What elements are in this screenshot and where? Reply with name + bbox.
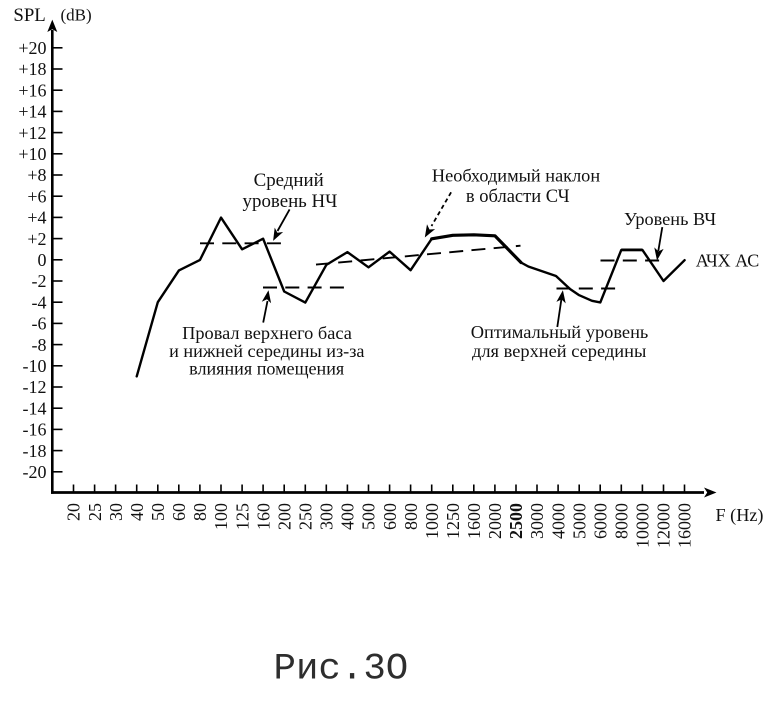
- svg-text:+16: +16: [18, 80, 46, 100]
- svg-text:уровень НЧ: уровень НЧ: [243, 191, 338, 212]
- svg-text:1600: 1600: [464, 503, 484, 539]
- svg-text:0: 0: [38, 250, 47, 270]
- svg-text:-12: -12: [23, 377, 47, 397]
- svg-text:(dB): (dB): [61, 5, 92, 24]
- svg-text:+18: +18: [18, 59, 46, 79]
- svg-text:+10: +10: [18, 144, 46, 164]
- svg-text:300: 300: [317, 503, 337, 530]
- svg-text:60: 60: [169, 503, 189, 521]
- svg-text:20: 20: [64, 503, 84, 521]
- svg-text:500: 500: [359, 503, 379, 530]
- svg-text:40: 40: [127, 503, 147, 521]
- svg-text:+2: +2: [27, 229, 46, 249]
- svg-text:+6: +6: [27, 186, 46, 206]
- svg-text:8000: 8000: [612, 503, 632, 539]
- svg-text:600: 600: [380, 503, 400, 530]
- svg-text:125: 125: [232, 503, 252, 530]
- svg-text:АЧХ АС: АЧХ АС: [696, 251, 760, 271]
- svg-text:2000: 2000: [485, 503, 505, 539]
- svg-text:Средний: Средний: [254, 170, 324, 191]
- svg-text:F (Hz): F (Hz): [716, 505, 764, 526]
- svg-text:Рис.3O: Рис.3O: [274, 649, 409, 691]
- svg-text:-2: -2: [32, 271, 47, 291]
- svg-text:для верхней середины: для верхней середины: [472, 341, 646, 361]
- svg-text:4000: 4000: [548, 503, 568, 539]
- svg-text:12000: 12000: [654, 503, 674, 548]
- svg-text:влияния помещения: влияния помещения: [189, 359, 344, 379]
- svg-text:-6: -6: [32, 314, 47, 334]
- svg-text:50: 50: [148, 503, 168, 521]
- svg-text:-14: -14: [23, 398, 47, 418]
- svg-text:16000: 16000: [675, 503, 695, 548]
- svg-text:Провал верхнего баса: Провал верхнего баса: [182, 323, 352, 343]
- svg-text:Оптимальный уровень: Оптимальный уровень: [471, 322, 649, 342]
- svg-text:80: 80: [190, 503, 210, 521]
- svg-text:160: 160: [253, 503, 273, 530]
- svg-text:200: 200: [274, 503, 294, 530]
- svg-text:-16: -16: [23, 420, 47, 440]
- svg-text:-10: -10: [23, 356, 47, 376]
- svg-text:в области СЧ: в области СЧ: [466, 187, 570, 207]
- svg-text:+4: +4: [27, 208, 46, 228]
- svg-text:-20: -20: [23, 462, 47, 482]
- svg-text:800: 800: [401, 503, 421, 530]
- svg-text:-4: -4: [32, 292, 47, 312]
- svg-text:1000: 1000: [422, 503, 442, 539]
- svg-text:1250: 1250: [443, 503, 463, 539]
- svg-text:+14: +14: [18, 102, 46, 122]
- svg-text:+8: +8: [27, 165, 46, 185]
- svg-text:Необходимый наклон: Необходимый наклон: [432, 166, 600, 186]
- svg-text:5000: 5000: [569, 503, 589, 539]
- svg-text:100: 100: [211, 503, 231, 530]
- svg-text:30: 30: [106, 503, 126, 521]
- svg-text:10000: 10000: [633, 503, 653, 548]
- svg-text:SPL: SPL: [13, 5, 45, 26]
- svg-text:2500: 2500: [506, 503, 526, 539]
- svg-text:25: 25: [85, 503, 105, 521]
- svg-text:-8: -8: [32, 335, 47, 355]
- svg-text:Уровень ВЧ: Уровень ВЧ: [624, 209, 716, 229]
- svg-text:250: 250: [296, 503, 316, 530]
- svg-text:+20: +20: [18, 38, 46, 58]
- svg-text:+12: +12: [18, 123, 46, 143]
- svg-text:-18: -18: [23, 441, 47, 461]
- svg-text:3000: 3000: [527, 503, 547, 539]
- svg-text:6000: 6000: [591, 503, 611, 539]
- svg-text:400: 400: [338, 503, 358, 530]
- svg-text:и нижней середины из-за: и нижней середины из-за: [169, 341, 364, 361]
